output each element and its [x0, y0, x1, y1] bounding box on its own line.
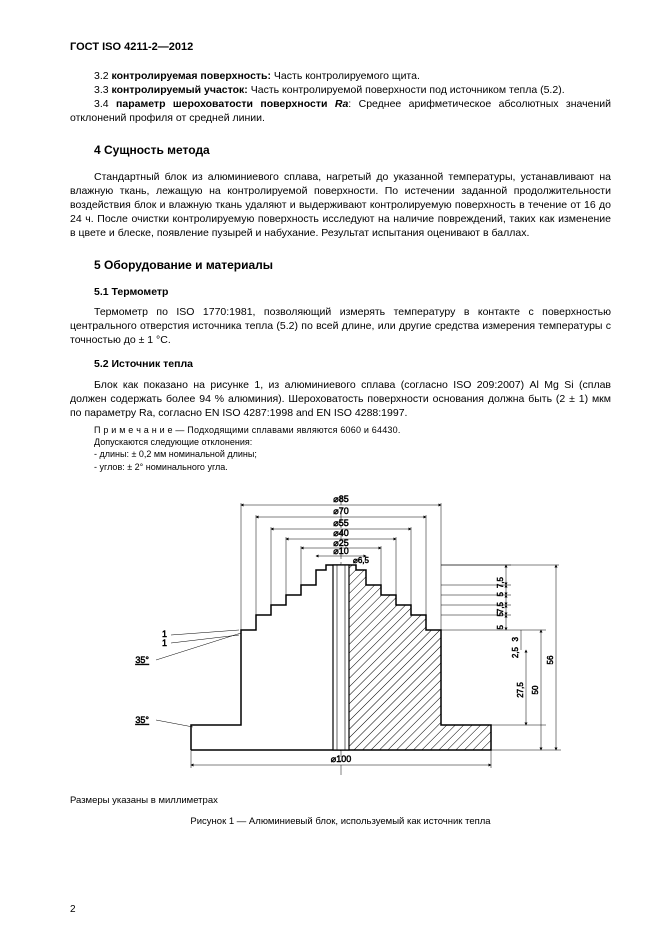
svg-text:2,5: 2,5 [511, 646, 520, 658]
svg-text:3: 3 [511, 636, 520, 641]
figure-1: ⌀85 ⌀70 ⌀55 ⌀40 ⌀25 ⌀10 ⌀6,5 [70, 485, 611, 785]
document-header: ГОСТ ISO 4211-2—2012 [70, 40, 611, 55]
note-header: П р и м е ч а н и е — Подходящими сплава… [70, 424, 611, 436]
definition-3-2: 3.2 контролируемая поверхность: Часть ко… [70, 69, 611, 83]
dim-d40: ⌀40 [333, 528, 348, 538]
svg-text:56: 56 [546, 655, 555, 664]
figure-size-note: Размеры указаны в миллиметрах [70, 795, 611, 808]
section-4-title: 4 Сущность метода [94, 142, 611, 158]
section-5-1-title: 5.1 Термометр [94, 285, 611, 299]
page-number: 2 [70, 903, 76, 917]
dim-d85: ⌀85 [333, 494, 348, 504]
svg-text:7,5: 7,5 [496, 601, 505, 613]
svg-text:5: 5 [496, 624, 505, 629]
dim-d55: ⌀55 [333, 518, 348, 528]
section-5-1-body: Термометр по ISO 1770:1981, позволяющий … [70, 305, 611, 348]
svg-text:27,5: 27,5 [516, 681, 525, 697]
dim-d70: ⌀70 [333, 506, 348, 516]
svg-text:50: 50 [531, 685, 540, 694]
def-num: 3.3 [94, 84, 109, 96]
definition-3-3: 3.3 контролируемый участок: Часть контро… [70, 83, 611, 97]
corner-1b: 1 [161, 638, 166, 648]
dim-d6-5: ⌀6,5 [353, 556, 369, 565]
svg-text:5: 5 [496, 611, 505, 616]
engineering-drawing: ⌀85 ⌀70 ⌀55 ⌀40 ⌀25 ⌀10 ⌀6,5 [101, 485, 581, 785]
def-term: параметр шероховатости поверхности [116, 98, 335, 110]
angle-35-1: 35° [135, 655, 149, 665]
def-term: контролируемая поверхность: [112, 70, 271, 82]
svg-text:5: 5 [496, 591, 505, 596]
def-text: Часть контролируемой поверхности под ист… [248, 84, 565, 96]
section-5-title: 5 Оборудование и материалы [94, 257, 611, 273]
note-intro: Допускаются следующие отклонения: [94, 436, 611, 448]
svg-text:7,5: 7,5 [496, 576, 505, 588]
def-term: контролируемый участок: [112, 84, 248, 96]
dim-d10: ⌀10 [333, 546, 348, 556]
def-text: Часть контролируемого щита. [271, 70, 420, 82]
angle-35-2: 35° [135, 715, 149, 725]
dim-d100: ⌀100 [330, 754, 350, 764]
note-item-2: - углов: ± 2° номинального угла. [94, 461, 611, 473]
section-5-2-title: 5.2 Источник тепла [94, 357, 611, 371]
figure-caption: Рисунок 1 — Алюминиевый блок, используем… [70, 816, 611, 829]
definition-3-4: 3.4 параметр шероховатости поверхности R… [70, 97, 611, 125]
note-item-1: - длины: ± 0,2 мм номинальной длины; [94, 448, 611, 460]
def-term-italic: Ra [335, 98, 348, 110]
def-num: 3.2 [94, 70, 109, 82]
def-num: 3.4 [94, 98, 109, 110]
section-4-body: Стандартный блок из алюминиевого сплава,… [70, 170, 611, 241]
section-5-2-body: Блок как показано на рисунке 1, из алюми… [70, 378, 611, 421]
